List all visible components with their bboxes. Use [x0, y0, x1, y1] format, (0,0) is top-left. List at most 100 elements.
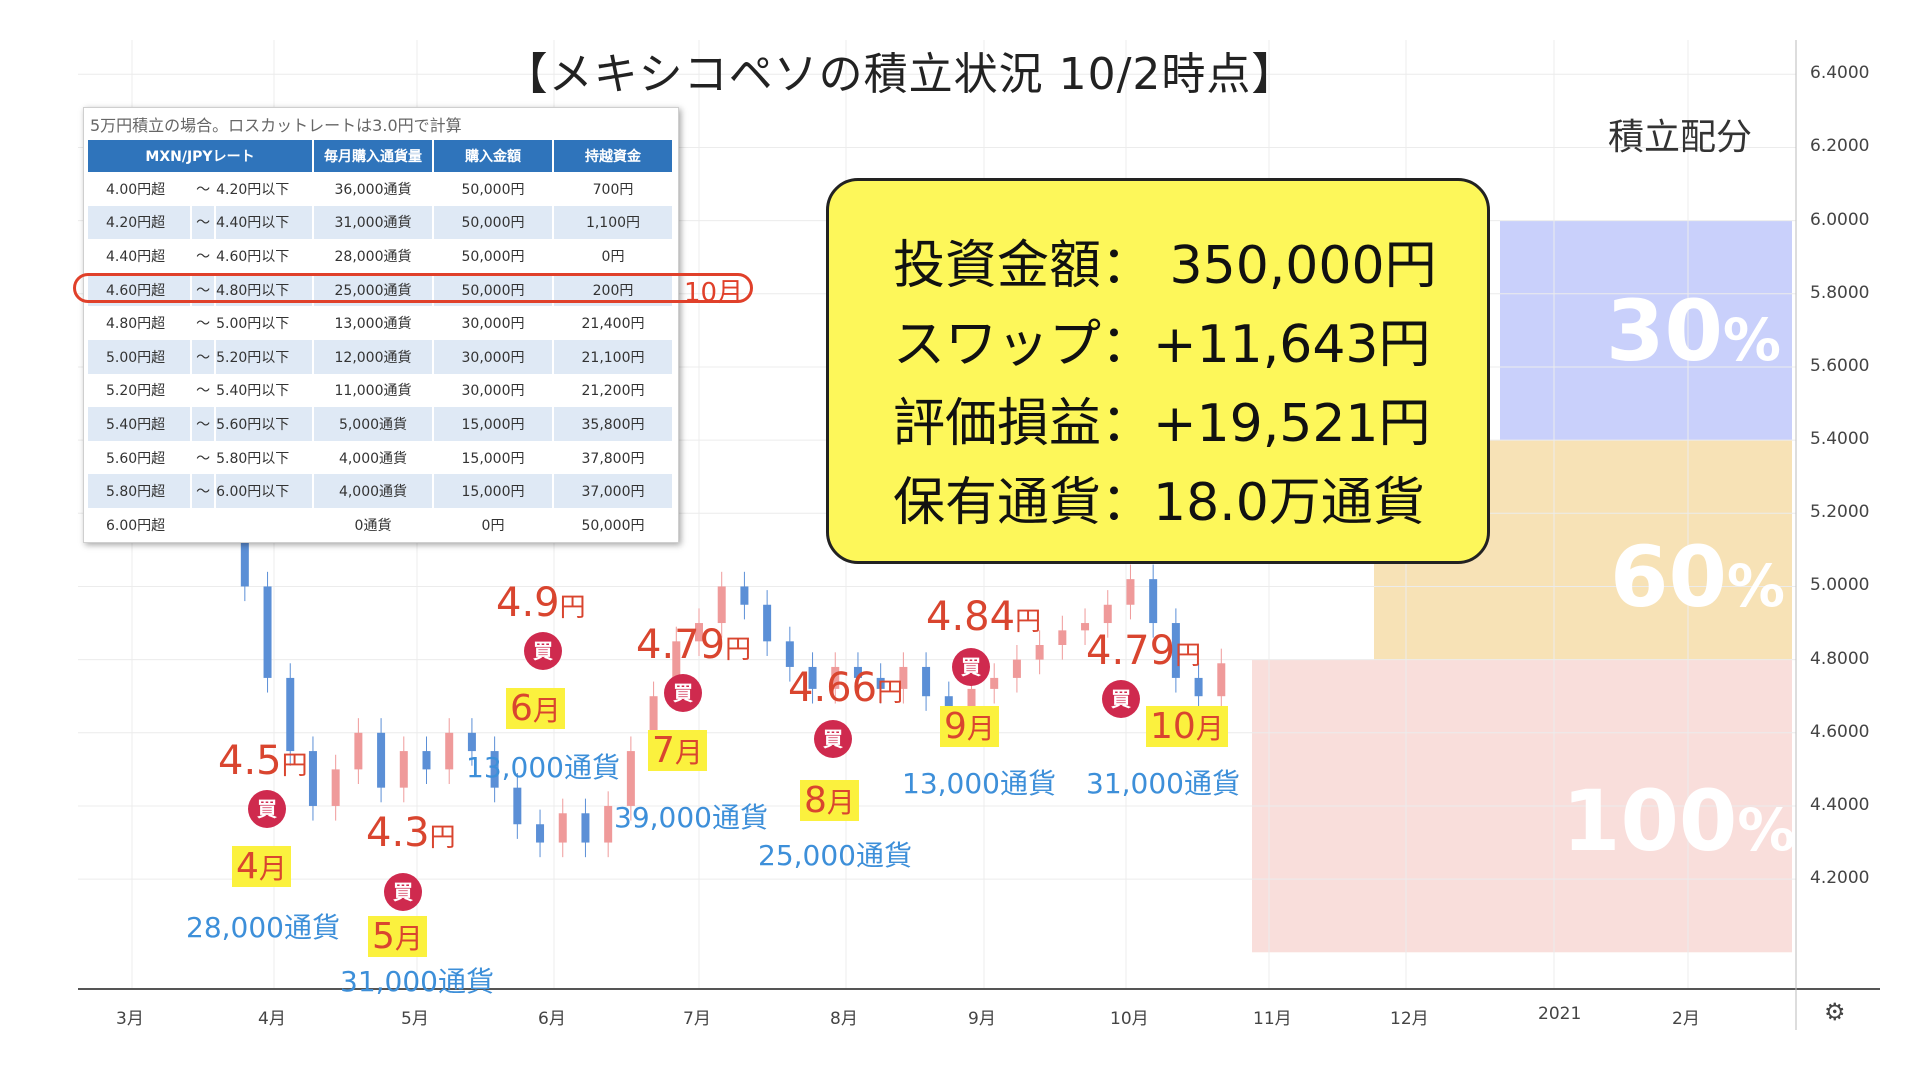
table-cell-from: 5.40円超 — [88, 407, 193, 441]
summary-investment: 投資金額： 350,000円 — [893, 236, 1437, 296]
candle-body — [763, 604, 772, 642]
table-cell-tilde: ～ — [192, 474, 217, 508]
table-cell-qty: 12,000通貨 — [314, 339, 434, 374]
zone-label-100: 100% — [1562, 772, 1796, 870]
candle-body — [1081, 623, 1090, 631]
purchase-schedule-panel: 5万円積立の場合。ロスカットレートは3.0円で計算 MXN/JPYレート 毎月購… — [83, 107, 679, 543]
y-tick-label: 5.8000 — [1810, 282, 1870, 303]
purchase-volume-label: 39,000通貨 — [614, 796, 768, 836]
purchase-month-label-part: 月 — [1195, 712, 1224, 745]
candle-body — [740, 586, 749, 605]
table-cell-from: 5.80円超 — [88, 474, 193, 508]
candle-body — [967, 688, 976, 711]
table-cell-carry: 35,800円 — [554, 407, 674, 441]
purchase-month-label: 7月 — [648, 730, 707, 771]
table-cell-carry: 700円 — [554, 172, 674, 206]
table-cell-from: 5.20円超 — [88, 373, 193, 408]
zone-label-60: 60% — [1610, 528, 1786, 626]
table-cell-amount: 50,000円 — [434, 205, 554, 240]
purchase-volume-label: 13,000通貨 — [466, 746, 620, 786]
purchase-volume-label-part: 31,000通貨 — [340, 965, 494, 998]
table-cell-qty: 36,000通貨 — [314, 172, 434, 206]
candle-body — [536, 824, 545, 843]
purchase-volume-label: 31,000通貨 — [1086, 762, 1240, 802]
table-row: 4.20円超～ 4.40円以下 31,000通貨 50,000円 1,100円 — [88, 205, 674, 240]
table-cell-carry: 21,100円 — [554, 339, 674, 374]
buy-marker-icon: 買 — [664, 674, 702, 712]
table-cell-amount: 15,000円 — [434, 440, 554, 475]
buy-marker-icon: 買 — [384, 873, 422, 911]
y-tick-label: 4.6000 — [1810, 721, 1870, 742]
candle-body — [1058, 630, 1067, 645]
october-highlight-ring — [73, 273, 753, 303]
table-cell-tilde: ～ — [192, 440, 217, 475]
candle-body — [490, 751, 499, 788]
table-cell-tilde: ～ — [192, 339, 217, 374]
table-cell-qty: 4,000通貨 — [314, 474, 434, 508]
purchase-month-label-part: 月 — [674, 736, 703, 769]
purchase-price-label-part: 4.84 — [926, 594, 1016, 640]
purchase-price-label-part: 円 — [725, 635, 752, 665]
purchase-price-label-part: 円 — [877, 678, 904, 708]
table-cell-to: 4.60円以下 — [216, 239, 314, 273]
table-row: 4.00円超～ 4.20円以下 36,000通貨 50,000円 700円 — [88, 172, 674, 206]
y-tick-label: 5.4000 — [1810, 429, 1870, 450]
purchase-price-label-part: 円 — [429, 823, 456, 853]
gear-icon[interactable]: ⚙ — [1824, 998, 1846, 1026]
purchase-volume-label: 28,000通貨 — [186, 906, 340, 946]
header-qty: 毎月購入通貨量 — [314, 140, 434, 172]
purchase-month-label: 6月 — [506, 688, 565, 729]
candle-body — [308, 751, 317, 806]
y-tick-label: 4.4000 — [1810, 794, 1870, 815]
candle-body — [1035, 644, 1044, 660]
purchase-month-label: 10月 — [1146, 706, 1228, 747]
x-tick-label: 3月 — [116, 1009, 144, 1029]
purchase-month-label-part: 9 — [944, 706, 967, 747]
purchase-volume-label-part: 31,000通貨 — [1086, 767, 1240, 800]
table-cell-carry: 50,000円 — [554, 507, 674, 542]
y-tick-label: 5.6000 — [1810, 355, 1870, 376]
purchase-volume-label-part: 13,000通貨 — [902, 767, 1056, 800]
table-cell-to: 4.20円以下 — [216, 172, 314, 206]
table-cell-amount: 0円 — [434, 507, 554, 542]
candle-body — [1012, 659, 1021, 678]
purchase-month-label-part: 月 — [826, 786, 855, 819]
table-cell-from: 4.80円超 — [88, 306, 193, 340]
purchase-month-label-part: 月 — [258, 852, 287, 885]
table-cell-carry: 0円 — [554, 239, 674, 273]
table-cell-to: 5.40円以下 — [216, 373, 314, 408]
x-tick-label: 9月 — [968, 1009, 996, 1029]
purchase-price-label-part: 4.66 — [788, 665, 878, 711]
table-row: 6.00円超 0通貨 0円 50,000円 — [88, 507, 674, 542]
table-cell-to: 5.80円以下 — [216, 440, 314, 475]
purchase-price-label: 4.79円 — [636, 622, 751, 668]
purchase-price-label: 4.66円 — [788, 665, 903, 711]
table-cell-from: 5.00円超 — [88, 339, 193, 374]
candle-body — [467, 732, 476, 752]
y-tick-label: 6.4000 — [1810, 63, 1870, 84]
allocation-title: 積立配分 — [1608, 117, 1753, 158]
purchase-month-label-part: 5 — [372, 916, 395, 957]
table-header-row: MXN/JPYレート 毎月購入通貨量 購入金額 持越資金 — [88, 140, 674, 172]
candle-body — [604, 805, 613, 843]
table-cell-to — [216, 507, 314, 542]
candle-body — [445, 732, 454, 770]
table-row: 5.00円超～ 5.20円以下 12,000通貨 30,000円 21,100円 — [88, 339, 674, 374]
table-cell-tilde: ～ — [192, 407, 217, 441]
table-cell-from: 4.40円超 — [88, 239, 193, 273]
purchase-price-label: 4.5円 — [218, 738, 308, 784]
table-cell-qty: 4,000通貨 — [314, 440, 434, 475]
table-cell-tilde: ～ — [192, 306, 217, 340]
y-tick-label: 5.2000 — [1810, 502, 1870, 523]
table-cell-amount: 50,000円 — [434, 172, 554, 206]
table-cell-to: 6.00円以下 — [216, 474, 314, 508]
purchase-month-label-part: 月 — [966, 712, 995, 745]
purchase-month-label-part: 6 — [510, 688, 533, 729]
candle-body — [922, 666, 931, 697]
chart-title: 【メキシコペソの積立状況 10/2時点】 — [503, 49, 1297, 100]
table-cell-amount: 15,000円 — [434, 474, 554, 508]
table-cell-to: 4.40円以下 — [216, 205, 314, 240]
purchase-price-label-part: 円 — [281, 751, 308, 781]
table-cell-carry: 37,800円 — [554, 440, 674, 475]
candle-body — [649, 696, 658, 752]
